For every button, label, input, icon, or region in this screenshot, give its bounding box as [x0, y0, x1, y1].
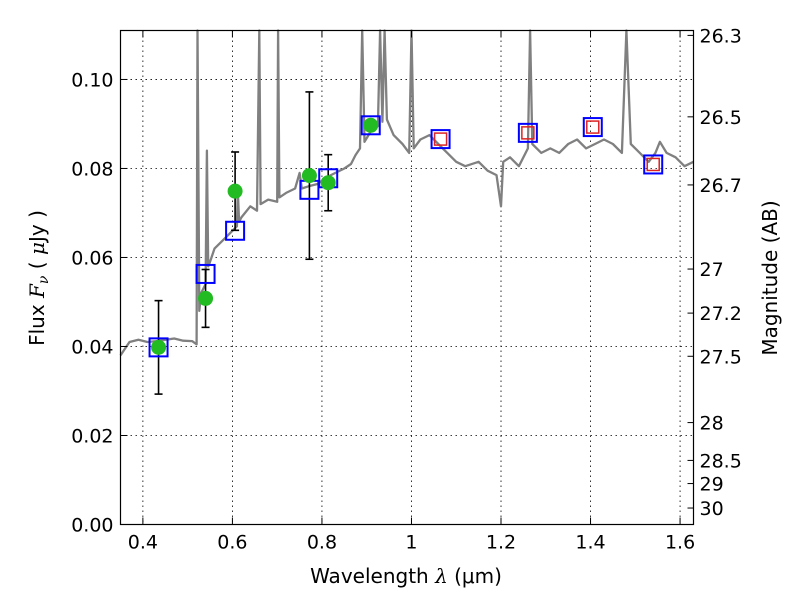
- tick-layer: 0.4 0.6 0.8 1 1.2 1.4 1.6 0.00 0.02 0.04 0.06 0.08 0…: [71, 25, 742, 553]
- predicted-mag-square: [517, 122, 538, 143]
- y-tick-label: 0.00: [71, 515, 113, 537]
- model-mag-square: [195, 263, 216, 284]
- y2-tick-label: 28: [700, 413, 724, 435]
- observed-flux-point: [227, 183, 243, 199]
- x-tick-label: 1.4: [575, 532, 605, 554]
- y-tick-label: 0.08: [71, 158, 113, 180]
- model-mag-square: [148, 337, 169, 358]
- plot-frame: [119, 29, 695, 526]
- x-tick-label: 0.6: [217, 532, 247, 554]
- predicted-mag-square: [582, 117, 603, 138]
- y2-tick-label: 27.5: [700, 346, 742, 368]
- x-tick-label: 1.6: [665, 532, 695, 554]
- observed-flux-point: [301, 168, 317, 184]
- y2-tick-label: 26.3: [700, 25, 742, 47]
- predicted-mag-inner-square: [646, 157, 660, 172]
- y-tick-label: 0.02: [71, 425, 113, 447]
- x-tick-label: 1: [405, 532, 417, 554]
- y2-tick-label: 27: [700, 259, 724, 281]
- grid: [120, 30, 694, 525]
- y-tick-label: 0.10: [71, 69, 113, 91]
- y-axis-label: Flux Fν ( μJy ): [25, 210, 52, 346]
- predicted-mag-inner-square: [433, 132, 448, 146]
- x-tick-label: 0.8: [307, 532, 337, 554]
- observed-flux-point: [320, 175, 336, 191]
- y-tick-label: 0.04: [71, 336, 113, 358]
- observed-flux-point: [198, 290, 214, 306]
- model-mag-square: [360, 115, 381, 136]
- x-tick-label: 1.2: [486, 532, 516, 554]
- y2-tick-label: 27.2: [700, 303, 742, 325]
- y2-tick-label: 29: [700, 474, 724, 496]
- predicted-mag-inner-square: [521, 126, 535, 140]
- y2-tick-label: 26.7: [700, 175, 742, 197]
- model-mag-square: [225, 220, 246, 241]
- y-tick-label: 0.06: [71, 247, 113, 269]
- observed-flux-point: [151, 339, 167, 355]
- predicted-mag-square: [430, 129, 451, 150]
- x-axis-label: Wavelength λ (μm): [310, 564, 502, 588]
- y2-axis-label: Magnitude (AB): [758, 200, 782, 355]
- y2-tick-label: 28.5: [700, 450, 742, 472]
- x-tick-label: 0.4: [128, 532, 158, 554]
- predicted-mag-square: [643, 154, 664, 175]
- predicted-mag-inner-square: [586, 120, 600, 134]
- observed-flux-point: [363, 117, 379, 133]
- y2-tick-label: 30: [700, 498, 724, 520]
- marker-layer: [148, 91, 664, 395]
- y2-tick-label: 26.5: [700, 107, 742, 129]
